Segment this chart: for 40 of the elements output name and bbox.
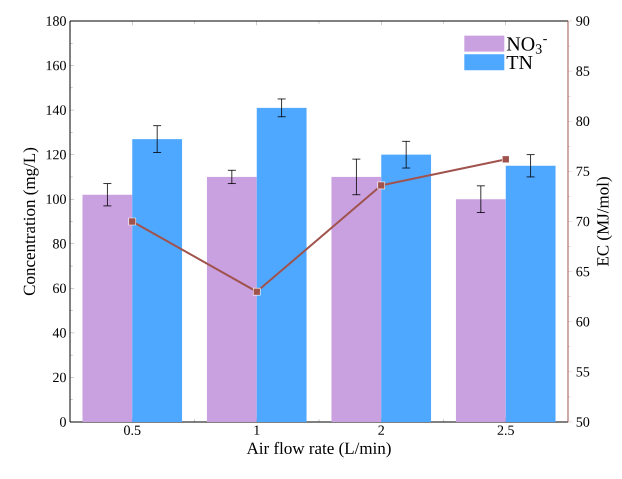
y2-tick-label: 60 [576, 317, 590, 326]
bar [82, 194, 132, 422]
y2-tick-label: 90 [576, 16, 590, 26]
y2-tick-label: 50 [576, 417, 590, 427]
y-tick-label: 60 [53, 284, 66, 294]
y-tick-label: 40 [52, 328, 66, 338]
y2-axis-title: EC (MJ/mol) [596, 177, 612, 266]
bar [132, 139, 182, 422]
bar [206, 176, 257, 422]
y-tick-label: 140 [46, 105, 66, 115]
bar [331, 176, 382, 422]
y-axis-title: Concentration (mg/L) [23, 148, 39, 296]
point [128, 218, 136, 226]
y-tick-label: 0 [60, 417, 66, 427]
x-tick-label: 0.5 [124, 426, 140, 436]
legend-label: NO$_{3}$- [506, 37, 547, 54]
point [252, 288, 261, 296]
y2-tick-label: 75 [576, 166, 590, 176]
x-axis-title: Air flow rate (L/min) [246, 442, 391, 458]
bar [256, 108, 307, 422]
point [502, 156, 510, 164]
y2-tick-label: 80 [576, 116, 590, 126]
x-tick-label: 1 [254, 426, 260, 435]
x-tick-label: 2 [378, 426, 384, 435]
legend-label: TN [506, 56, 533, 70]
y2-tick-label: 55 [576, 367, 590, 377]
y-tick-label: 180 [46, 16, 66, 26]
x-tick-label: 2.5 [498, 426, 514, 435]
point [377, 182, 386, 190]
y-tick-label: 80 [53, 239, 66, 248]
y-tick-label: 160 [46, 60, 66, 70]
y2-tick-label: 85 [576, 66, 590, 76]
y-tick-label: 20 [53, 372, 66, 382]
bar [506, 166, 556, 422]
y-tick-label: 100 [46, 194, 66, 204]
y2-tick-label: 65 [576, 266, 590, 276]
bar [456, 199, 506, 422]
bar [381, 154, 432, 422]
y-tick-label: 120 [46, 150, 66, 160]
y2-tick-label: 70 [576, 216, 590, 226]
